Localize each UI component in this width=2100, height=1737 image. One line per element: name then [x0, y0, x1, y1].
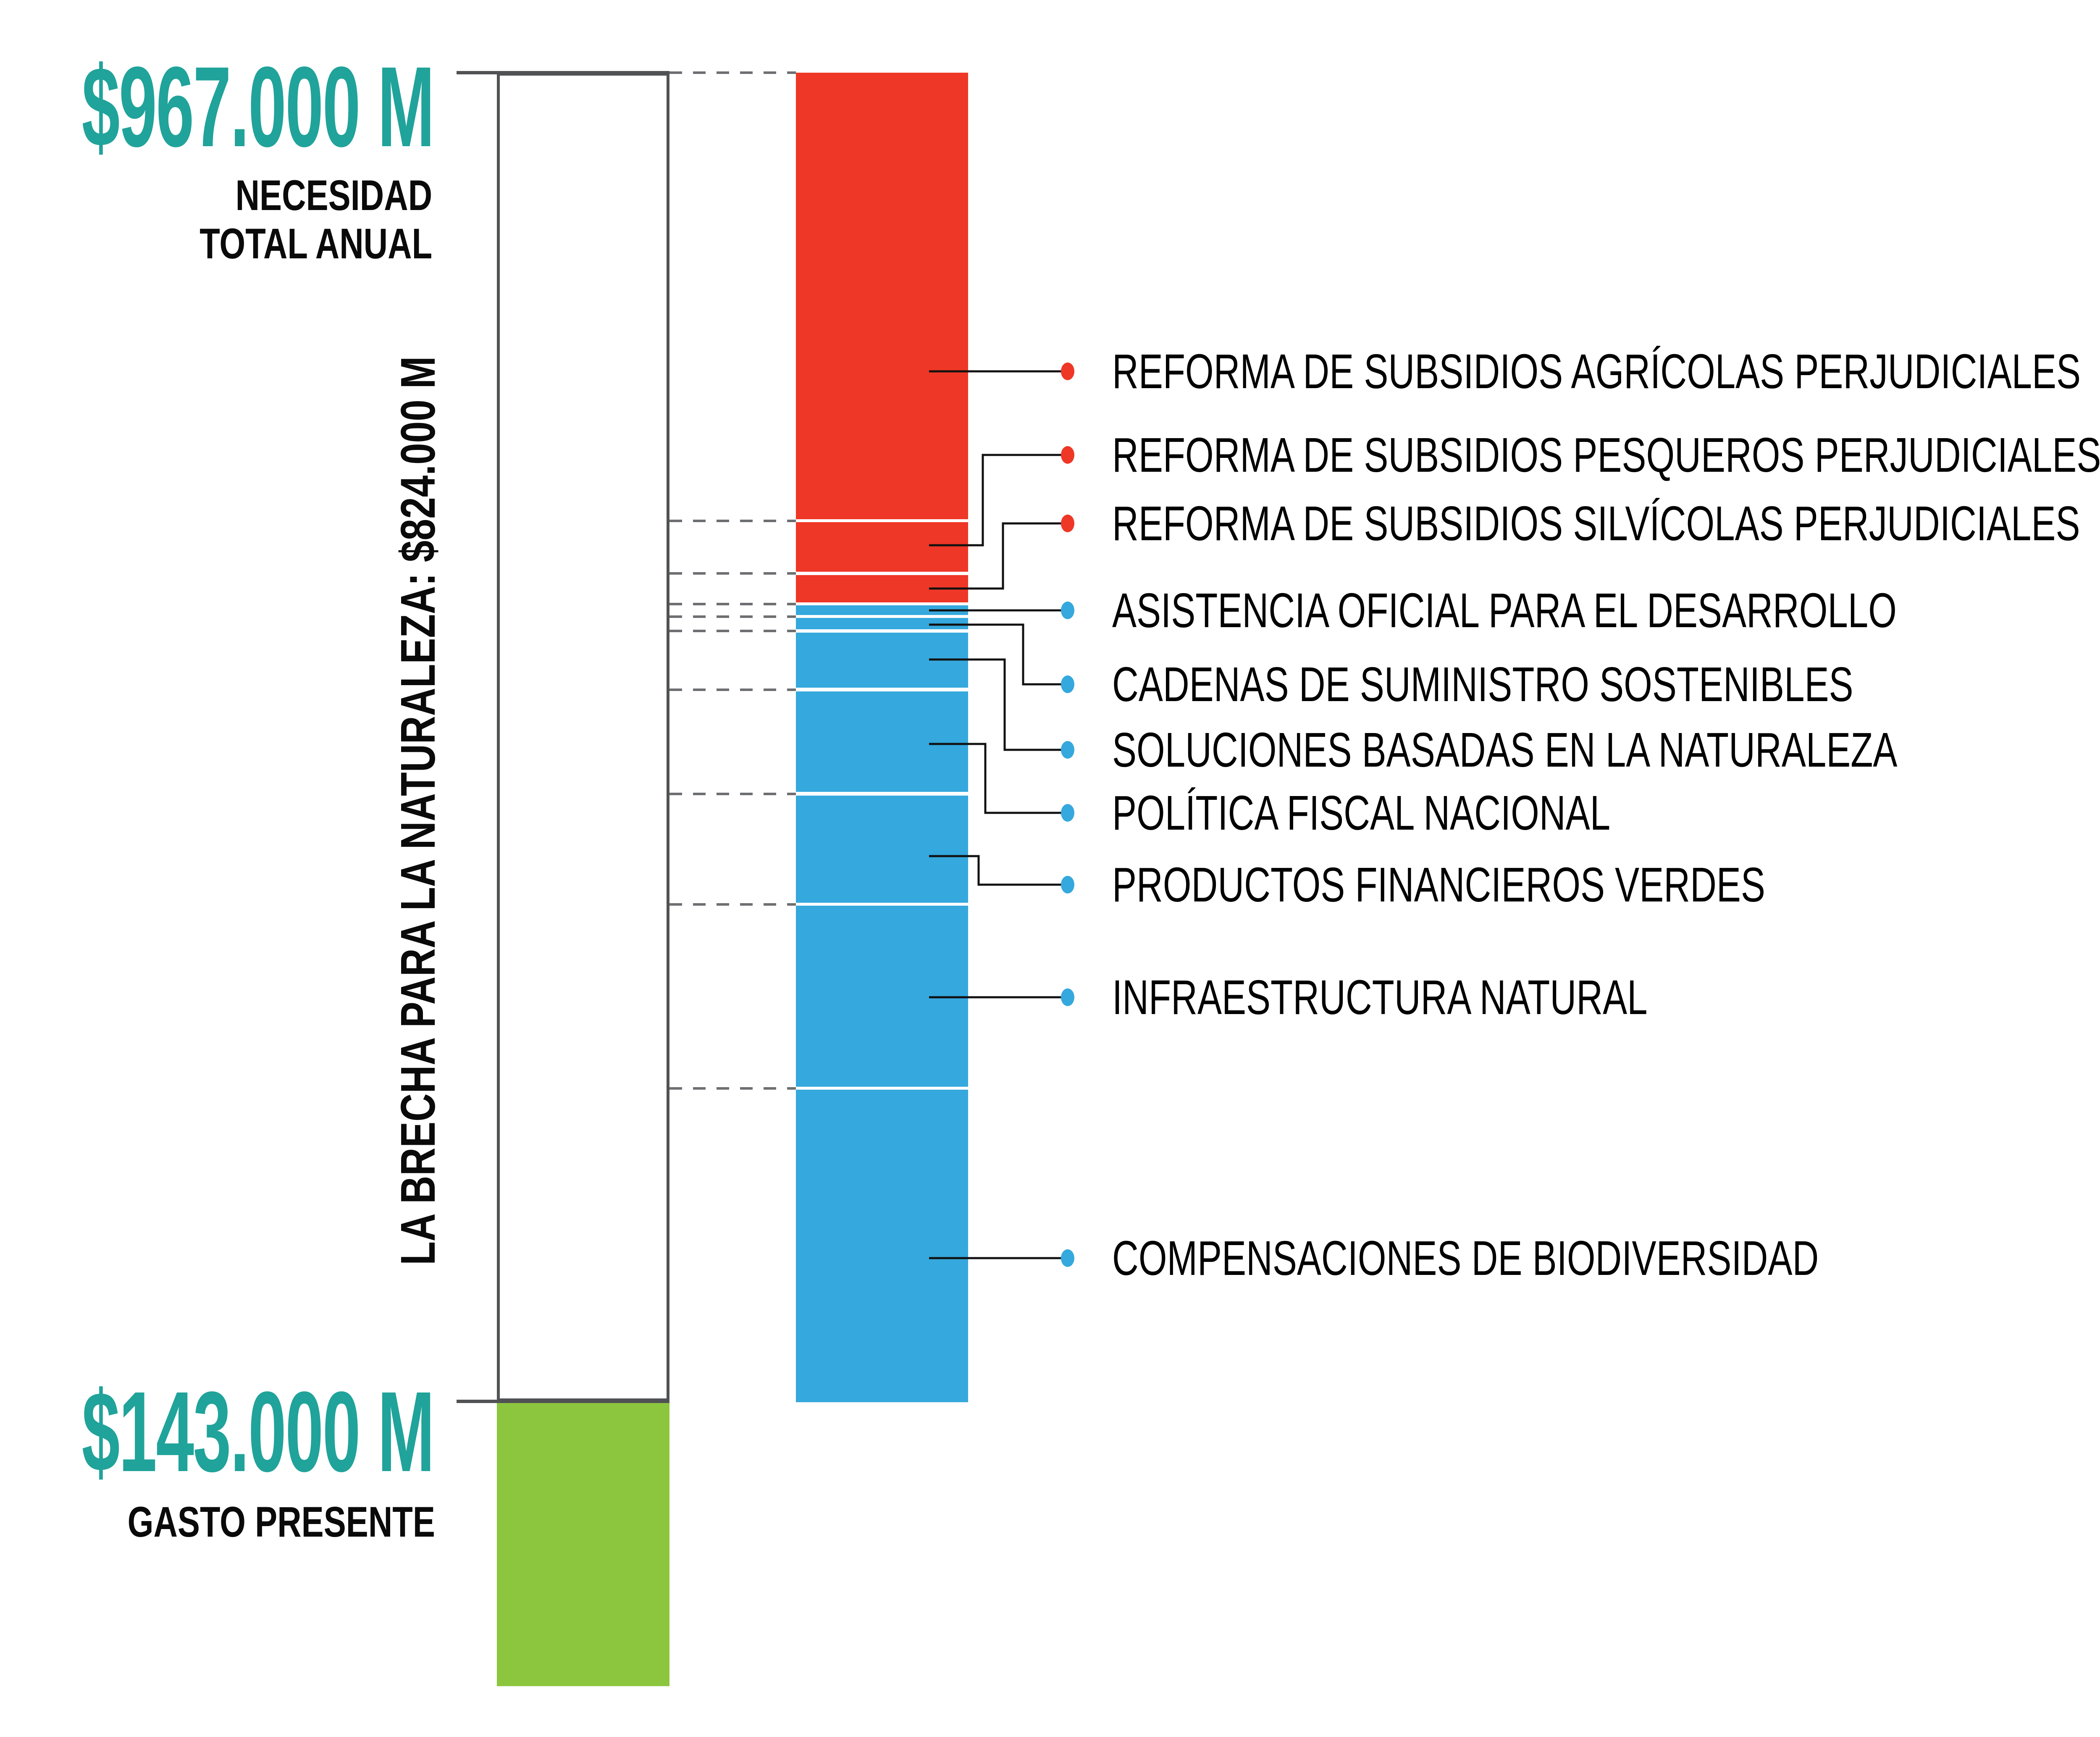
- dashed-connector-6: [669, 688, 796, 691]
- dashed-connector-5: [669, 630, 796, 632]
- need-bar: [497, 73, 669, 1401]
- segment-politica: [796, 691, 968, 792]
- mechanism-label-infraestructura: INFRAESTRUCTURA NATURAL: [1112, 970, 1648, 1025]
- mechanism-label-politica: POLÍTICA FISCAL NACIONAL: [1112, 786, 1611, 840]
- leader-dot-cadenas: [1061, 675, 1074, 693]
- leader-dot-silvicolas: [1061, 515, 1074, 532]
- total-tick-line: [457, 71, 669, 74]
- leader-dot-asistencia: [1061, 602, 1074, 619]
- leader-line-politica: [929, 743, 1068, 814]
- mechanism-label-pesqueros: REFORMA DE SUBSIDIOS PESQUEROS PERJUDICI…: [1112, 428, 2100, 482]
- total-annual-caption: NECESIDAD TOTAL ANUAL: [200, 171, 432, 268]
- present-caption: GASTO PRESENTE: [127, 1498, 435, 1546]
- present-spending-bar: [497, 1403, 669, 1686]
- dashed-connector-8: [669, 903, 796, 906]
- leader-dot-productos: [1061, 876, 1074, 893]
- present-value: $143.000 M: [82, 1368, 435, 1495]
- leader-line-cadenas: [929, 623, 1068, 686]
- leader-line-pesqueros: [929, 454, 1068, 547]
- leader-dot-soluciones: [1061, 741, 1074, 759]
- leader-line-silvicolas: [929, 522, 1068, 590]
- leader-dot-agricolas: [1061, 363, 1074, 380]
- segment-pesqueros: [796, 522, 968, 572]
- segment-agricolas: [796, 73, 968, 519]
- total-annual-value: $967.000 M: [82, 43, 435, 171]
- segment-asistencia: [796, 605, 968, 615]
- leader-dot-pesqueros: [1061, 446, 1074, 464]
- segment-productos: [796, 796, 968, 903]
- present-tick-line: [457, 1400, 669, 1403]
- dashed-connector-3: [669, 603, 796, 605]
- mechanism-label-soluciones: SOLUCIONES BASADAS EN LA NATURALEZA: [1112, 723, 1898, 777]
- dashed-connector-9: [669, 1087, 796, 1090]
- dashed-connector-7: [669, 793, 796, 795]
- mechanism-label-productos: PRODUCTOS FINANCIEROS VERDES: [1112, 857, 1765, 912]
- dashed-connector-0: [669, 71, 796, 74]
- dashed-connector-1: [669, 520, 796, 522]
- leader-dot-politica: [1061, 804, 1074, 822]
- mechanism-label-silvicolas: REFORMA DE SUBSIDIOS SILVÍCOLAS PERJUDIC…: [1112, 496, 2080, 551]
- total-annual-caption-line2: TOTAL ANUAL: [200, 220, 432, 268]
- mechanism-label-cadenas: CADENAS DE SUMINISTRO SOSTENIBLES: [1112, 657, 1853, 712]
- leader-line-soluciones: [929, 658, 1068, 751]
- leader-dot-compensaciones: [1061, 1249, 1074, 1267]
- leader-line-productos: [929, 855, 1068, 886]
- dashed-connector-2: [669, 572, 796, 575]
- dashed-connector-4: [669, 615, 796, 618]
- total-annual-caption-line1: NECESIDAD: [235, 171, 432, 219]
- mechanism-label-asistencia: ASISTENCIA OFICIAL PARA EL DESARROLLO: [1112, 583, 1897, 638]
- mechanism-label-agricolas: REFORMA DE SUBSIDIOS AGRÍCOLAS PERJUDICI…: [1112, 344, 2081, 399]
- mechanism-label-compensaciones: COMPENSACIONES DE BIODIVERSIDAD: [1112, 1231, 1819, 1285]
- segment-compensaciones: [796, 1090, 968, 1402]
- leader-dot-infraestructura: [1061, 988, 1074, 1006]
